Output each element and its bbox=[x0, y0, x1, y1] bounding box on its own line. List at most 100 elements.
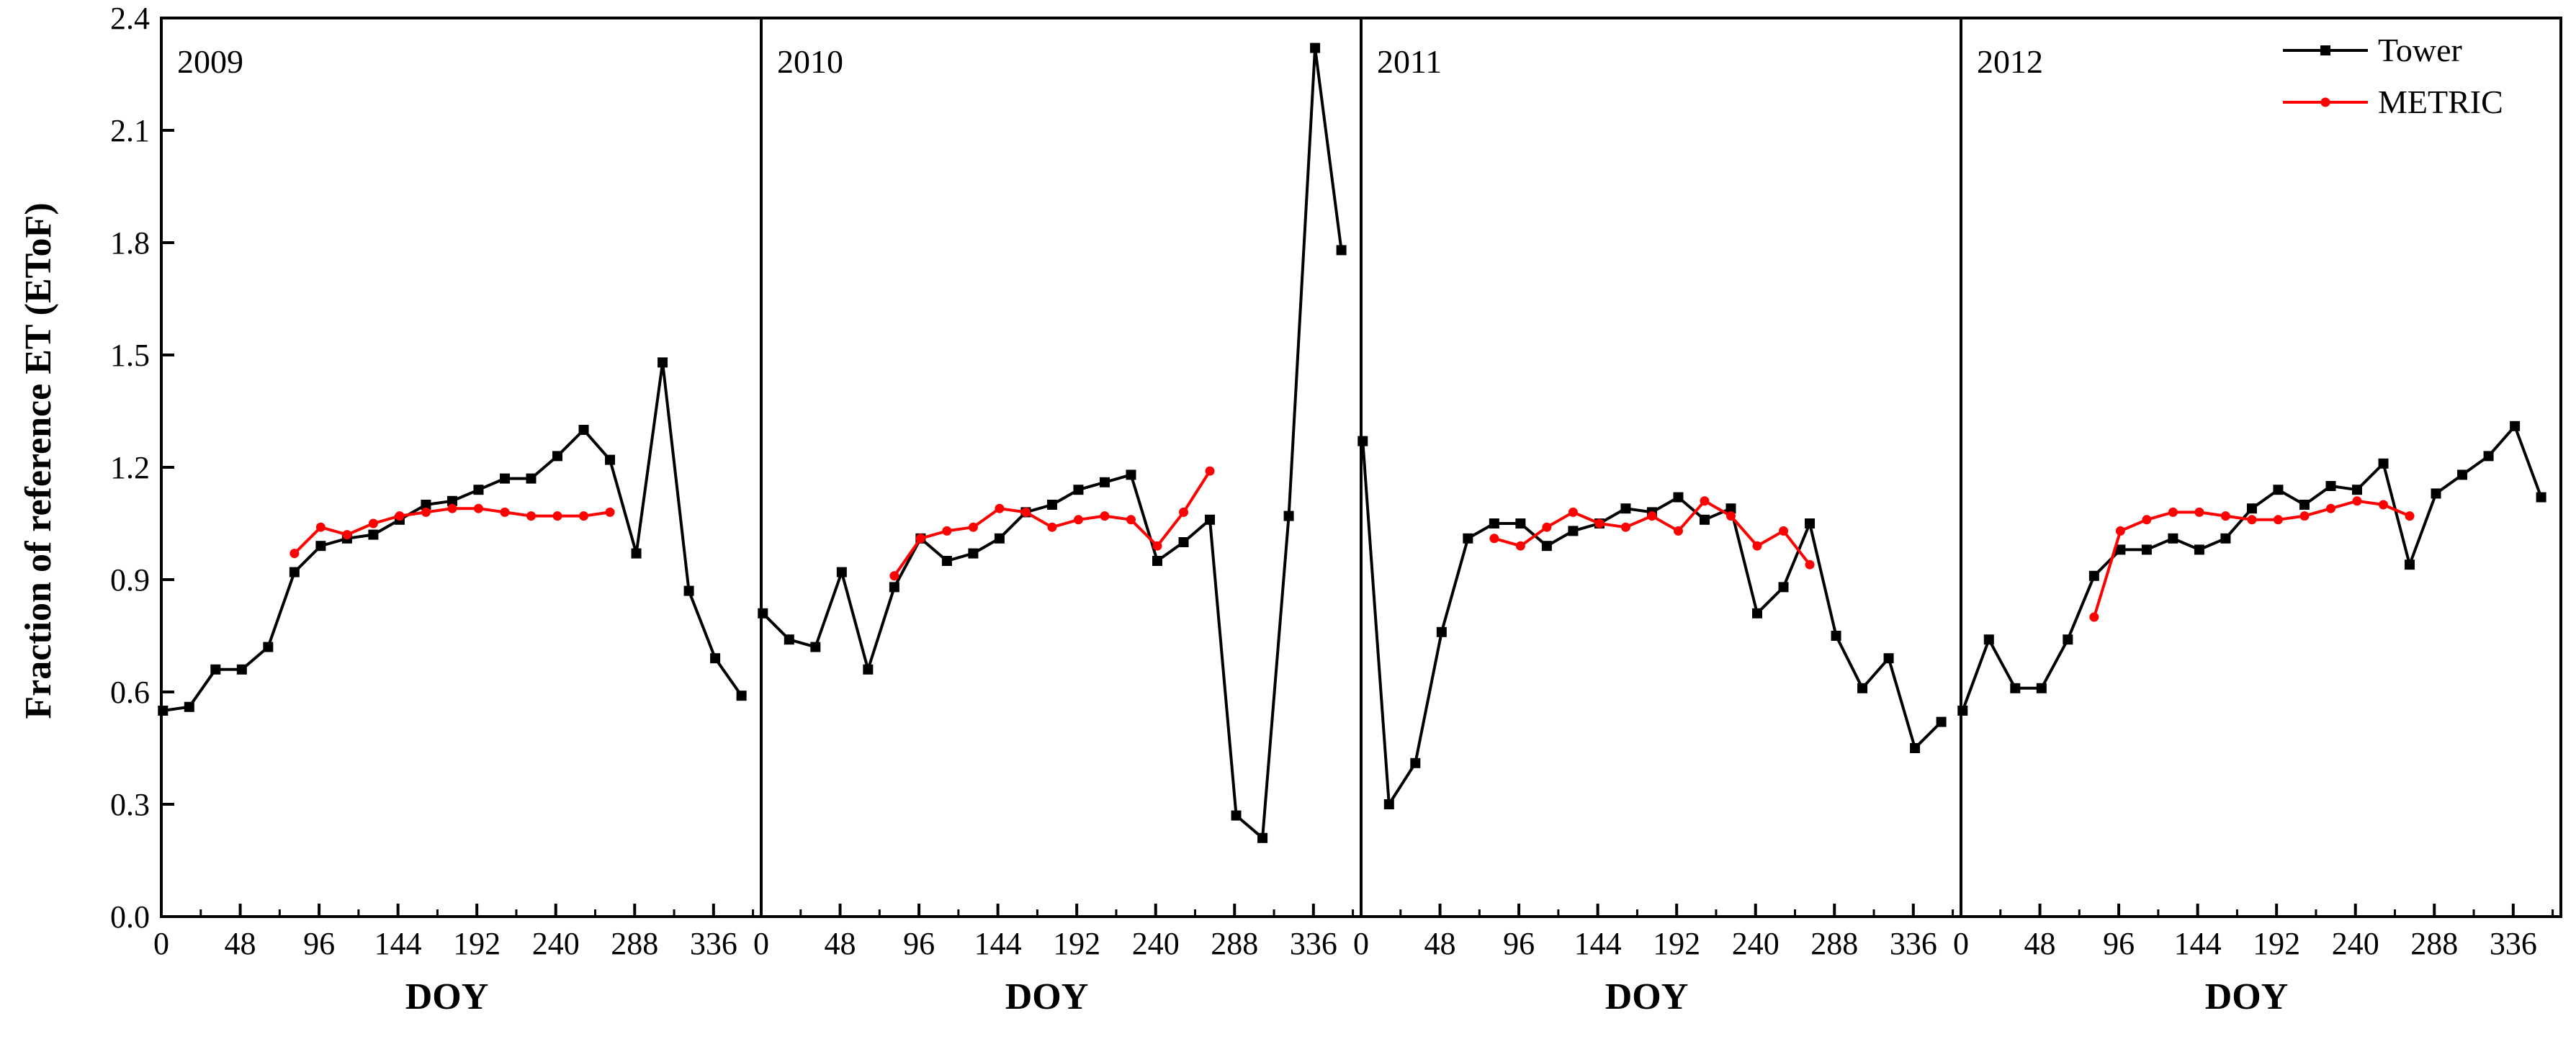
data-point-metric bbox=[1594, 518, 1605, 528]
data-point-tower bbox=[1805, 518, 1816, 528]
data-point-metric bbox=[2220, 511, 2230, 521]
data-point-metric bbox=[500, 507, 510, 517]
data-point-tower bbox=[1752, 608, 1763, 619]
legend-marker-metric bbox=[2320, 97, 2330, 107]
x-tick-label: 48 bbox=[225, 926, 256, 961]
data-point-metric bbox=[1779, 526, 1789, 536]
x-tick-label: 0 bbox=[1953, 926, 1969, 961]
data-point-metric bbox=[2299, 511, 2310, 521]
data-point-tower bbox=[810, 642, 821, 652]
x-tick-label: 240 bbox=[1732, 926, 1780, 961]
data-point-metric bbox=[526, 511, 536, 521]
legend-label-metric: METRIC bbox=[2378, 84, 2503, 120]
data-point-tower bbox=[1178, 537, 1189, 547]
data-point-tower bbox=[184, 701, 194, 712]
panel-label: 2009 bbox=[177, 43, 243, 80]
x-tick-label: 96 bbox=[303, 926, 335, 961]
data-point-tower bbox=[1957, 706, 1968, 716]
data-point-tower bbox=[2036, 683, 2047, 693]
x-tick-label: 0 bbox=[1353, 926, 1369, 961]
data-point-tower bbox=[1383, 799, 1394, 809]
data-point-metric bbox=[2089, 612, 2099, 622]
y-tick-label: 1.2 bbox=[110, 450, 150, 485]
data-point-tower bbox=[1283, 510, 1294, 521]
x-tick-label: 192 bbox=[1653, 926, 1700, 961]
data-point-metric bbox=[395, 511, 405, 521]
data-point-tower bbox=[1310, 42, 1321, 53]
data-point-metric bbox=[1542, 522, 1552, 532]
data-point-tower bbox=[1152, 556, 1163, 566]
data-point-metric bbox=[942, 526, 952, 536]
x-tick-label: 192 bbox=[453, 926, 501, 961]
x-tick-label: 144 bbox=[374, 926, 422, 961]
y-tick-label: 0.3 bbox=[110, 787, 150, 822]
data-point-tower bbox=[658, 357, 668, 368]
panel-label: 2012 bbox=[1977, 43, 2043, 80]
data-point-tower bbox=[578, 425, 589, 435]
data-point-metric bbox=[2168, 507, 2178, 517]
data-point-tower bbox=[1620, 503, 1631, 514]
data-point-tower bbox=[473, 485, 484, 495]
data-point-metric bbox=[1725, 511, 1736, 521]
data-point-tower bbox=[289, 567, 300, 577]
data-point-tower bbox=[736, 691, 747, 701]
data-point-metric bbox=[1100, 511, 1110, 521]
x-tick-label: 288 bbox=[2410, 926, 2458, 961]
x-tick-label: 336 bbox=[1890, 926, 1937, 961]
data-point-metric bbox=[2273, 515, 2283, 525]
data-point-metric bbox=[2405, 511, 2415, 521]
data-point-tower bbox=[2246, 503, 2257, 514]
data-point-metric bbox=[2352, 496, 2362, 506]
data-point-metric bbox=[1126, 515, 1136, 525]
data-point-tower bbox=[1778, 582, 1789, 593]
data-point-metric bbox=[290, 549, 300, 559]
data-point-tower bbox=[1699, 514, 1710, 525]
data-point-tower bbox=[863, 664, 874, 675]
data-point-metric bbox=[1152, 541, 1162, 551]
panel-2010: 0 48 96 144 192 240 288 336 DOY 2010 bbox=[753, 17, 1363, 1017]
panel-2011: 0 48 96 144 192 240 288 336 DOY 2011 bbox=[1353, 17, 1962, 1017]
data-point-tower bbox=[2063, 634, 2073, 645]
data-point-tower bbox=[758, 608, 768, 619]
data-point-metric bbox=[968, 522, 978, 532]
data-point-tower bbox=[421, 500, 431, 510]
data-point-tower bbox=[1515, 518, 1526, 528]
x-tick-label: 336 bbox=[1290, 926, 1337, 961]
data-point-metric bbox=[447, 503, 457, 513]
x-tick-label: 288 bbox=[1810, 926, 1858, 961]
x-tick-label: 0 bbox=[153, 926, 169, 961]
data-point-tower bbox=[236, 664, 247, 675]
data-point-tower bbox=[1205, 514, 1216, 525]
data-point-metric bbox=[579, 511, 589, 521]
data-point-metric bbox=[1073, 515, 1083, 525]
x-axis-title: DOY bbox=[1605, 976, 1689, 1017]
y-axis-title: Fraction of reference ET (EToF) bbox=[18, 202, 59, 719]
data-point-tower bbox=[2010, 683, 2021, 693]
data-point-tower bbox=[1410, 757, 1421, 768]
data-point-metric bbox=[1805, 559, 1815, 570]
data-point-tower bbox=[1936, 716, 1947, 727]
x-tick-label: 240 bbox=[2332, 926, 2379, 961]
data-point-tower bbox=[683, 585, 694, 596]
data-point-tower bbox=[1673, 492, 1684, 503]
panel-2009: 0 48 96 144 192 240 288 336 DOY 2009 bbox=[153, 17, 763, 1017]
data-point-tower bbox=[1983, 634, 1994, 645]
y-tick-label: 1.8 bbox=[110, 225, 150, 261]
data-point-tower bbox=[2299, 500, 2310, 510]
x-tick-label: 240 bbox=[1132, 926, 1180, 961]
x-tick-label: 96 bbox=[2103, 926, 2135, 961]
data-point-tower bbox=[1541, 541, 1552, 552]
data-point-tower bbox=[368, 529, 379, 540]
legend-marker-tower bbox=[2320, 45, 2330, 55]
data-point-tower bbox=[526, 473, 537, 484]
data-point-metric bbox=[915, 534, 925, 544]
data-point-metric bbox=[605, 507, 615, 517]
x-axis-title: DOY bbox=[405, 976, 489, 1017]
data-point-tower bbox=[1857, 683, 1868, 693]
data-point-tower bbox=[2115, 544, 2126, 555]
x-tick-label: 144 bbox=[2174, 926, 2222, 961]
data-point-tower bbox=[1725, 503, 1736, 514]
y-tick-label: 0.6 bbox=[110, 675, 150, 710]
data-point-metric bbox=[889, 571, 899, 581]
data-point-tower bbox=[315, 541, 326, 552]
